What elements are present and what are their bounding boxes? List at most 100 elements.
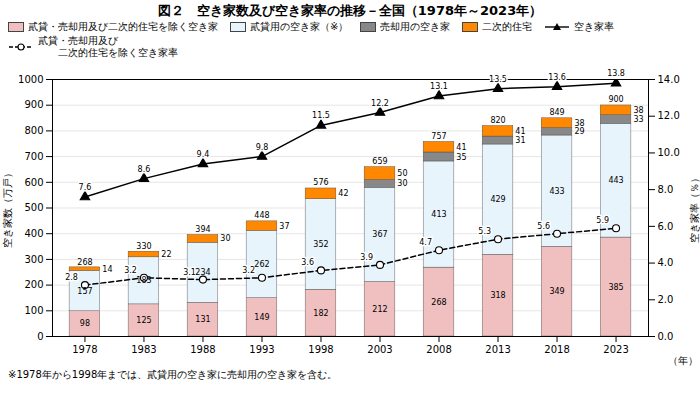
svg-text:2003: 2003 [367, 344, 392, 355]
svg-text:2008: 2008 [426, 344, 451, 355]
svg-text:37: 37 [279, 222, 289, 231]
svg-text:1993: 1993 [249, 344, 274, 355]
svg-text:13.5: 13.5 [489, 75, 507, 84]
svg-text:157: 157 [77, 287, 92, 296]
svg-text:31: 31 [515, 136, 525, 145]
svg-text:0: 0 [37, 331, 43, 342]
svg-text:33: 33 [633, 115, 643, 124]
svg-text:12.0: 12.0 [658, 110, 680, 121]
svg-text:12.2: 12.2 [371, 99, 389, 108]
svg-text:14: 14 [102, 265, 112, 274]
svg-text:394: 394 [195, 225, 210, 234]
svg-text:1000: 1000 [18, 74, 43, 85]
svg-text:1983: 1983 [131, 344, 156, 355]
svg-text:125: 125 [136, 316, 151, 325]
svg-text:50: 50 [397, 169, 407, 178]
svg-text:38: 38 [574, 119, 584, 128]
svg-text:400: 400 [24, 228, 43, 239]
svg-text:131: 131 [195, 315, 210, 324]
svg-text:3.6: 3.6 [301, 258, 314, 267]
svg-text:330: 330 [136, 242, 151, 251]
svg-text:2018: 2018 [544, 344, 569, 355]
svg-text:10.0: 10.0 [658, 147, 680, 158]
svg-text:234: 234 [195, 268, 210, 277]
svg-text:600: 600 [24, 177, 43, 188]
svg-text:41: 41 [456, 143, 466, 152]
svg-text:900: 900 [608, 95, 623, 104]
svg-text:1978: 1978 [72, 344, 97, 355]
svg-text:1998: 1998 [308, 344, 333, 355]
svg-text:3.2: 3.2 [242, 266, 255, 275]
svg-text:349: 349 [549, 287, 564, 296]
svg-text:800: 800 [24, 125, 43, 136]
html-text:貳貸・売却用及び 二次的住宅を除く空き家率: 貳貸・売却用及び 二次的住宅を除く空き家率 [38, 35, 178, 58]
html-text:図２ 空き家数及び空き家率の推移－全国（1978年～2023: 図２ 空き家数及び空き家率の推移－全国（1978年～2023年） [157, 3, 543, 18]
svg-text:30: 30 [220, 234, 230, 243]
svg-text:448: 448 [254, 211, 269, 220]
svg-text:2013: 2013 [485, 344, 510, 355]
svg-text:42: 42 [338, 189, 348, 198]
svg-text:98: 98 [80, 319, 90, 328]
svg-text:41: 41 [515, 127, 525, 136]
svg-text:8.6: 8.6 [138, 165, 151, 174]
svg-text:9.8: 9.8 [256, 143, 269, 152]
svg-text:367: 367 [372, 230, 387, 239]
svg-text:200: 200 [24, 279, 43, 290]
svg-text:11.5: 11.5 [312, 111, 330, 120]
svg-text:13.6: 13.6 [548, 73, 566, 82]
svg-text:212: 212 [372, 305, 387, 314]
svg-text:352: 352 [313, 240, 328, 249]
svg-text:8.0: 8.0 [658, 184, 674, 195]
svg-text:14.0: 14.0 [658, 74, 680, 85]
svg-text:3.2: 3.2 [124, 266, 137, 275]
svg-text:4.7: 4.7 [419, 238, 432, 247]
svg-text:183: 183 [136, 276, 151, 285]
svg-text:35: 35 [456, 153, 466, 162]
svg-text:30: 30 [397, 179, 407, 188]
svg-text:5.9: 5.9 [596, 216, 609, 225]
svg-text:385: 385 [608, 283, 623, 292]
svg-text:268: 268 [431, 298, 446, 307]
svg-text:659: 659 [372, 157, 387, 166]
svg-text:2.0: 2.0 [658, 294, 674, 305]
svg-text:182: 182 [313, 309, 328, 318]
svg-text:262: 262 [254, 260, 269, 269]
svg-text:500: 500 [24, 202, 43, 213]
svg-text:（年）: （年） [668, 355, 698, 366]
svg-text:29: 29 [574, 127, 584, 136]
svg-text:空き家率（％）: 空き家率（％） [689, 173, 700, 243]
svg-text:429: 429 [490, 195, 505, 204]
svg-text:7.6: 7.6 [79, 183, 92, 192]
svg-text:9.4: 9.4 [197, 150, 210, 159]
svg-text:2.8: 2.8 [65, 273, 78, 282]
html-text:貳貸・売却用及び二次的住宅を除く空き家: 貳貸・売却用及び二次的住宅を除く空き家 [28, 21, 218, 32]
svg-text:149: 149 [254, 313, 269, 322]
svg-text:5.6: 5.6 [537, 222, 550, 231]
svg-text:22: 22 [161, 250, 171, 259]
svg-text:433: 433 [549, 187, 564, 196]
svg-text:413: 413 [431, 210, 446, 219]
svg-text:13.1: 13.1 [430, 82, 448, 91]
svg-text:700: 700 [24, 151, 43, 162]
svg-text:1988: 1988 [190, 344, 215, 355]
svg-text:100: 100 [24, 305, 43, 316]
svg-text:0.0: 0.0 [658, 331, 674, 342]
svg-text:38: 38 [633, 106, 643, 115]
svg-text:3.9: 3.9 [360, 253, 373, 262]
svg-text:5.3: 5.3 [478, 227, 491, 236]
svg-text:820: 820 [490, 116, 505, 125]
svg-text:2023: 2023 [603, 344, 628, 355]
svg-text:849: 849 [549, 108, 564, 117]
svg-text:576: 576 [313, 178, 328, 187]
svg-text:13.8: 13.8 [607, 69, 625, 78]
svg-text:318: 318 [490, 291, 505, 300]
svg-text:3.1: 3.1 [183, 268, 196, 277]
svg-text:268: 268 [77, 258, 92, 267]
svg-text:900: 900 [24, 99, 43, 110]
svg-text:4.0: 4.0 [658, 257, 674, 268]
svg-text:757: 757 [431, 132, 446, 141]
svg-text:300: 300 [24, 254, 43, 265]
svg-text:6.0: 6.0 [658, 221, 674, 232]
svg-text:空き家数（万戸）: 空き家数（万戸） [2, 168, 13, 248]
svg-text:443: 443 [608, 176, 623, 185]
